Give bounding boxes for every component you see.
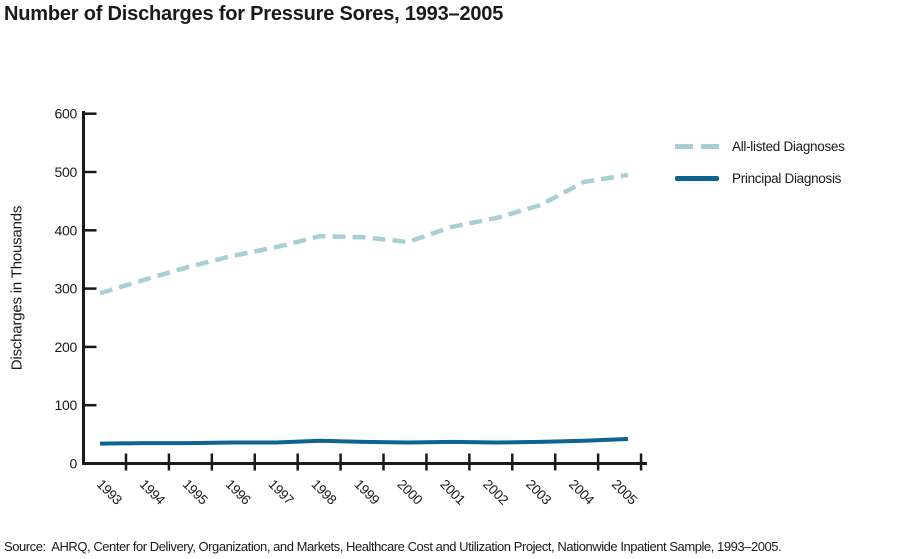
- y-tick-label: 300: [55, 281, 78, 297]
- y-tick-label: 100: [55, 397, 78, 413]
- principal-solid-line-swatch: [675, 175, 719, 181]
- x-tick-label: 1998: [308, 477, 339, 508]
- x-tick-label: 2001: [437, 477, 468, 508]
- x-tick-label: 1993: [94, 477, 125, 508]
- legend-label-principal: Principal Diagnosis: [732, 170, 842, 186]
- y-tick-label: 400: [55, 222, 78, 238]
- legend-item-all-listed: All-listed Diagnoses: [675, 137, 845, 155]
- x-tick-label: 2004: [566, 477, 598, 509]
- y-tick-label: 600: [55, 106, 78, 122]
- x-tick-label: 2000: [394, 477, 425, 508]
- x-tick-label: 1999: [351, 477, 382, 508]
- series-line-principal-diagnosis: [99, 437, 629, 446]
- x-tick-label: 2003: [523, 477, 554, 508]
- all-listed-dashed-line-swatch: [675, 143, 719, 149]
- x-tick-label: 1996: [223, 477, 254, 508]
- y-tick-label: 500: [55, 164, 78, 180]
- legend-label-all-listed: All-listed Diagnoses: [732, 138, 845, 154]
- source-citation: Source: AHRQ, Center for Delivery, Organ…: [4, 539, 782, 554]
- y-tick-label: 200: [55, 339, 78, 355]
- series-line-all-listed-diagnoses: [99, 172, 629, 296]
- y-tick-label: 0: [70, 456, 78, 472]
- chart-title: Number of Discharges for Pressure Sores,…: [4, 3, 504, 25]
- legend: All-listed Diagnoses Principal Diagnosis: [675, 137, 845, 201]
- plot-area: 0 100 200 300 400 500 600 1993 1994 1995 1996 1997 1…: [55, 106, 647, 509]
- x-tick-label: 2002: [480, 477, 511, 508]
- legend-item-principal: Principal Diagnosis: [675, 169, 845, 187]
- x-tick-label: 1997: [266, 477, 297, 508]
- x-tick-label: 2005: [609, 477, 640, 508]
- x-tick-label: 1995: [180, 477, 211, 508]
- x-tick-label: 1994: [137, 477, 169, 509]
